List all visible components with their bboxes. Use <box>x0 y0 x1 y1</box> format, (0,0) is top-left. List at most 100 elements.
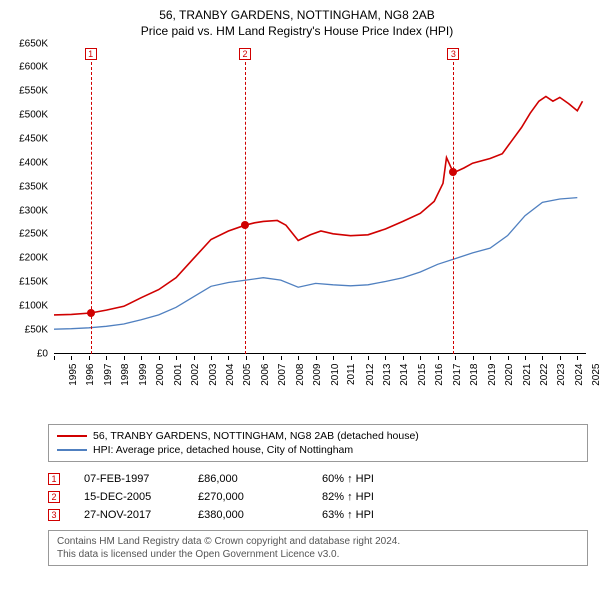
marker-label-box: 1 <box>85 48 97 60</box>
footer-attribution: Contains HM Land Registry data © Crown c… <box>48 530 588 566</box>
event-pct: 63% ↑ HPI <box>322 509 588 521</box>
y-tick-label: £0 <box>37 348 48 359</box>
x-tick <box>176 356 177 360</box>
x-tick-label: 2021 <box>521 363 532 385</box>
x-tick <box>89 356 90 360</box>
marker-label-box: 3 <box>447 48 459 60</box>
x-axis-labels: 1995199619971998199920002001200220032004… <box>54 356 586 384</box>
event-marker-box: 3 <box>48 509 60 521</box>
x-tick <box>455 356 456 360</box>
x-tick <box>351 356 352 360</box>
y-tick-label: £200K <box>19 253 48 264</box>
x-tick <box>438 356 439 360</box>
y-tick-label: £100K <box>19 300 48 311</box>
y-tick-label: £150K <box>19 277 48 288</box>
x-tick-label: 2022 <box>539 363 550 385</box>
series-line <box>54 197 577 329</box>
x-tick <box>560 356 561 360</box>
legend-row: HPI: Average price, detached house, City… <box>57 443 579 457</box>
x-tick <box>316 356 317 360</box>
x-tick <box>54 356 55 360</box>
y-tick-label: £650K <box>19 38 48 49</box>
x-tick <box>403 356 404 360</box>
marker-line <box>453 62 454 354</box>
marker-label-box: 2 <box>239 48 251 60</box>
x-tick-label: 2010 <box>329 363 340 385</box>
y-tick-label: £300K <box>19 205 48 216</box>
x-tick <box>263 356 264 360</box>
x-tick <box>106 356 107 360</box>
legend-box: 56, TRANBY GARDENS, NOTTINGHAM, NG8 2AB … <box>48 424 588 462</box>
event-row: 3 27-NOV-2017 £380,000 63% ↑ HPI <box>48 506 588 524</box>
x-tick-label: 2016 <box>434 363 445 385</box>
x-tick-label: 2011 <box>346 363 357 385</box>
x-tick <box>333 356 334 360</box>
x-tick-label: 2005 <box>242 363 253 385</box>
y-tick-label: £250K <box>19 229 48 240</box>
x-tick <box>473 356 474 360</box>
marker-dot <box>449 168 457 176</box>
x-tick-label: 1999 <box>138 363 149 385</box>
legend-label: HPI: Average price, detached house, City… <box>93 444 353 456</box>
event-marker-box: 2 <box>48 491 60 503</box>
x-tick <box>281 356 282 360</box>
x-tick-label: 2024 <box>574 363 585 385</box>
x-tick-label: 2003 <box>207 363 218 385</box>
events-table: 107-FEB-1997£86,00060% ↑ HPI215-DEC-2005… <box>48 470 588 524</box>
x-tick <box>577 356 578 360</box>
x-tick-label: 2015 <box>417 363 428 385</box>
x-tick-label: 2009 <box>312 363 323 385</box>
y-tick-label: £500K <box>19 110 48 121</box>
event-row: 2 15-DEC-2005 £270,000 82% ↑ HPI <box>48 488 588 506</box>
x-tick-label: 2006 <box>260 363 271 385</box>
chart-container: 56, TRANBY GARDENS, NOTTINGHAM, NG8 2AB … <box>0 0 600 590</box>
x-tick-label: 2018 <box>469 363 480 385</box>
x-tick-label: 1998 <box>120 363 131 385</box>
x-tick-label: 2025 <box>591 363 600 385</box>
x-tick-label: 1995 <box>68 363 79 385</box>
chart-title-2: Price paid vs. HM Land Registry's House … <box>8 24 586 38</box>
y-tick-label: £350K <box>19 181 48 192</box>
legend-swatch <box>57 449 87 451</box>
x-tick <box>542 356 543 360</box>
legend-label: 56, TRANBY GARDENS, NOTTINGHAM, NG8 2AB … <box>93 430 419 442</box>
x-tick <box>508 356 509 360</box>
event-row: 107-FEB-1997£86,00060% ↑ HPI <box>48 470 588 488</box>
x-tick <box>124 356 125 360</box>
x-tick-label: 2004 <box>225 363 236 385</box>
x-tick <box>194 356 195 360</box>
x-tick <box>246 356 247 360</box>
x-tick-label: 2000 <box>155 363 166 385</box>
footer-line-1: Contains HM Land Registry data © Crown c… <box>57 535 579 548</box>
x-tick-label: 2013 <box>382 363 393 385</box>
x-tick-label: 2017 <box>451 363 462 385</box>
x-tick-label: 2008 <box>295 363 306 385</box>
x-tick-label: 2001 <box>172 363 183 385</box>
marker-dot <box>241 221 249 229</box>
footer-line-2: This data is licensed under the Open Gov… <box>57 548 579 561</box>
event-date: 15-DEC-2005 <box>64 491 194 503</box>
event-pct: 82% ↑ HPI <box>322 491 588 503</box>
event-price: £270,000 <box>198 491 318 503</box>
y-axis-labels: £0£50K£100K£150K£200K£250K£300K£350K£400… <box>8 44 50 354</box>
x-tick <box>420 356 421 360</box>
x-tick <box>228 356 229 360</box>
legend-row: 56, TRANBY GARDENS, NOTTINGHAM, NG8 2AB … <box>57 429 579 443</box>
chart-lines <box>54 44 586 354</box>
x-tick <box>298 356 299 360</box>
event-date: 27-NOV-2017 <box>64 509 194 521</box>
x-tick <box>159 356 160 360</box>
x-tick <box>385 356 386 360</box>
x-tick <box>71 356 72 360</box>
event-price: £86,000 <box>198 473 318 485</box>
x-tick <box>211 356 212 360</box>
x-tick-label: 2023 <box>556 363 567 385</box>
y-tick-label: £600K <box>19 62 48 73</box>
x-tick-label: 2007 <box>277 363 288 385</box>
legend-swatch <box>57 435 87 437</box>
y-tick-label: £400K <box>19 157 48 168</box>
y-tick-label: £550K <box>19 86 48 97</box>
event-price: £380,000 <box>198 509 318 521</box>
event-date: 07-FEB-1997 <box>64 473 194 485</box>
x-tick-label: 2020 <box>504 363 515 385</box>
